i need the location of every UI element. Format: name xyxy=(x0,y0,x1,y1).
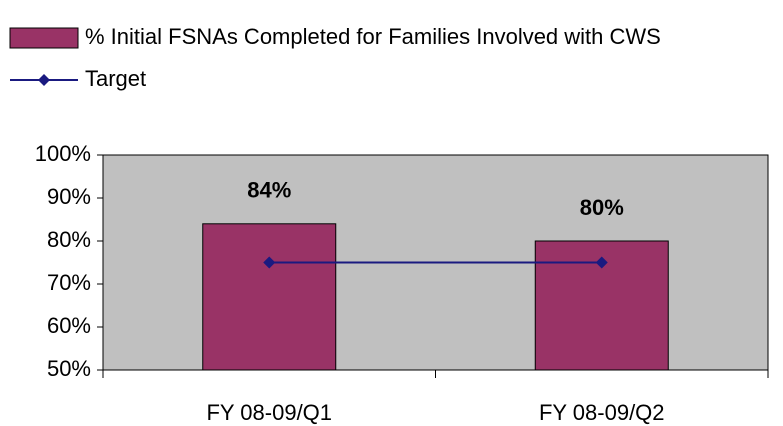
x-tick-label: FY 08-09/Q2 xyxy=(539,400,665,425)
legend-label: % Initial FSNAs Completed for Families I… xyxy=(85,24,661,49)
target-marker xyxy=(263,256,276,269)
legend-swatch xyxy=(9,27,79,49)
data-label: 84% xyxy=(247,178,291,203)
y-tick-label: 100% xyxy=(35,141,91,166)
data-label: 80% xyxy=(580,195,624,220)
legend-label: Target xyxy=(85,66,146,91)
x-tick-label: FY 08-09/Q1 xyxy=(206,400,332,425)
y-tick-label: 70% xyxy=(47,270,91,295)
y-tick-label: 90% xyxy=(47,184,91,209)
y-tick-label: 80% xyxy=(47,227,91,252)
y-tick-label: 50% xyxy=(47,356,91,381)
legend-marker xyxy=(38,74,50,86)
target-marker xyxy=(595,256,608,269)
bar xyxy=(202,223,337,371)
y-tick-label: 60% xyxy=(47,313,91,338)
